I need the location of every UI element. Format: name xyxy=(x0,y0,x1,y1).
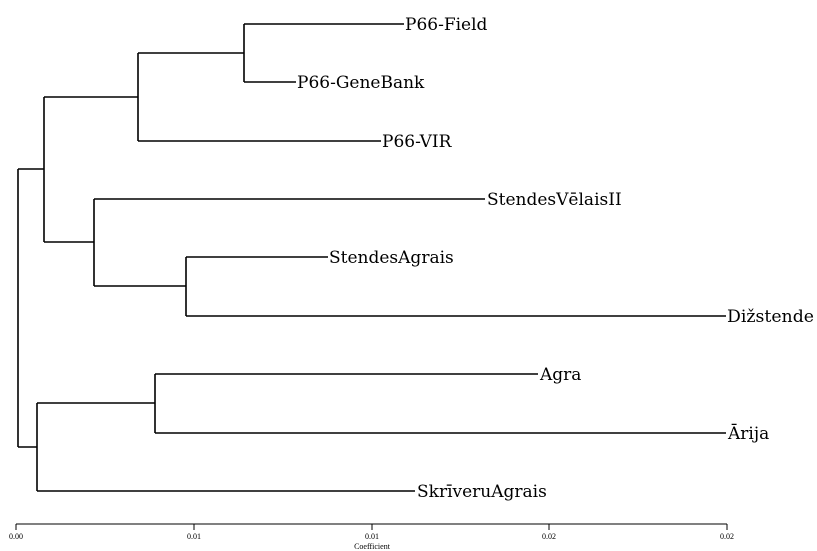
leaf-label-p66-genebank: P66-GeneBank xyxy=(297,73,425,93)
leaf-label-arija: Ārija xyxy=(727,423,769,444)
leaf-label-agra: Agra xyxy=(539,365,581,385)
leaf-label-p66-vir: P66-VIR xyxy=(382,132,453,152)
leaf-label-stendes-agrais: StendesAgrais xyxy=(329,248,454,268)
x-tick-label-0: 0.00 xyxy=(9,532,23,541)
x-axis: 0.00 0.01 0.01 0.02 0.02 Coefficient xyxy=(9,523,734,551)
x-axis-title: Coefficient xyxy=(354,542,391,551)
leaf-label-dizstende: Dižstende xyxy=(727,307,814,327)
x-tick-label-3: 0.02 xyxy=(542,532,556,541)
leaf-labels: P66-Field P66-GeneBank P66-VIR StendesVē… xyxy=(297,15,814,502)
branches xyxy=(17,23,726,492)
x-tick-label-2: 0.01 xyxy=(365,532,379,541)
leaf-label-stendes-velais: StendesVēlaisII xyxy=(487,190,622,210)
x-tick-label-4: 0.02 xyxy=(720,532,734,541)
x-tick-label-1: 0.01 xyxy=(187,532,201,541)
leaf-label-p66-field: P66-Field xyxy=(405,15,488,35)
leaf-label-skriveru-agrais: SkrīveruAgrais xyxy=(417,482,547,502)
